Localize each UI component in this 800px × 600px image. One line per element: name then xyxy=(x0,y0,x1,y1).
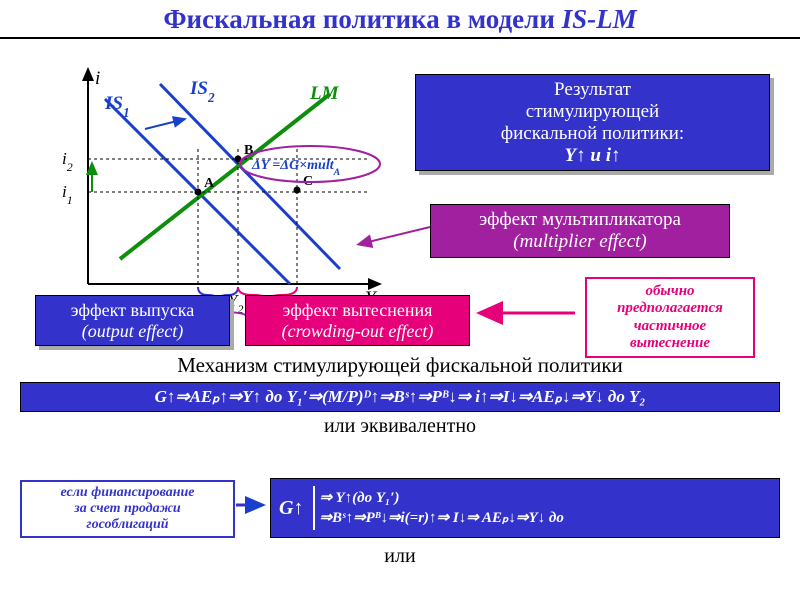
crowding-out-box: эффект вытеснения (crowding-out effect) xyxy=(245,295,470,346)
f2-g: G↑ xyxy=(279,497,303,520)
result-l4: Y↑ и i↑ xyxy=(424,145,761,167)
output-l1: эффект выпуска xyxy=(44,300,221,321)
multiplier-box: эффект мультипликатора (multiplier effec… xyxy=(430,204,730,258)
note-l1: если финансирование xyxy=(27,485,228,501)
crowd-l1: эффект вытеснения xyxy=(254,300,461,321)
formula-chain-2: G↑ ⇒ Y↑(до Y₁′) ⇒Bˢ↑⇒Pᴮ↓⇒i(=r)↑⇒ I↓⇒ AEₚ… xyxy=(270,478,780,538)
title-a: Фискальная политика в модели xyxy=(163,4,561,34)
note-l3: гособлигаций xyxy=(27,517,228,533)
financing-note: если финансирование за счет продажи госо… xyxy=(20,480,235,538)
result-l2: стимулирующей xyxy=(424,101,761,123)
output-effect-box: эффект выпуска (output effect) xyxy=(35,295,230,346)
partial-box: обычно предполагается частичное вытеснен… xyxy=(585,277,755,358)
formula-chain-1: G↑⇒AEₚ↑⇒Y↑ до Y₁′⇒(M/P)ᴰ↑⇒Bˢ↑⇒Pᴮ↓⇒ i↑⇒I↓… xyxy=(20,382,780,412)
svg-text:ΔY =ΔG×multA: ΔY =ΔG×multA xyxy=(251,158,341,178)
result-l3: фискальной политики: xyxy=(424,123,761,145)
mult-l2: (multiplier effect) xyxy=(439,231,721,253)
page-title: Фискальная политика в модели IS-LM xyxy=(0,0,800,39)
title-b: IS-LM xyxy=(562,4,637,34)
svg-text:LM: LM xyxy=(309,83,340,104)
mult-l1: эффект мультипликатора xyxy=(439,209,721,231)
crowd-l2: (crowding-out effect) xyxy=(254,321,461,342)
svg-text:i: i xyxy=(95,68,100,89)
note-l2: за счет продажи xyxy=(27,501,228,517)
svg-text:A: A xyxy=(204,176,215,191)
svg-text:IS1: IS1 xyxy=(104,93,130,120)
desc-or: или xyxy=(0,545,800,568)
output-l2: (output effect) xyxy=(44,321,221,342)
partial-l3: частичное xyxy=(595,318,745,335)
partial-l1: обычно xyxy=(595,283,745,300)
svg-text:i1: i1 xyxy=(62,182,73,207)
f2-l1: ⇒ Y↑(до Y₁′) xyxy=(319,488,563,508)
f2-l2: ⇒Bˢ↑⇒Pᴮ↓⇒i(=r)↑⇒ I↓⇒ AEₚ↓⇒Y↓ до xyxy=(319,508,563,528)
desc-equiv: или эквивалентно xyxy=(0,415,800,438)
desc-mechanism: Механизм стимулирующей фискальной полити… xyxy=(0,353,800,378)
svg-text:IS2: IS2 xyxy=(189,78,215,105)
result-box: Результат стимулирующей фискальной полит… xyxy=(415,74,770,171)
partial-l4: вытеснение xyxy=(595,335,745,352)
partial-l2: предполагается xyxy=(595,300,745,317)
result-l1: Результат xyxy=(424,79,761,101)
svg-text:i2: i2 xyxy=(62,149,73,174)
